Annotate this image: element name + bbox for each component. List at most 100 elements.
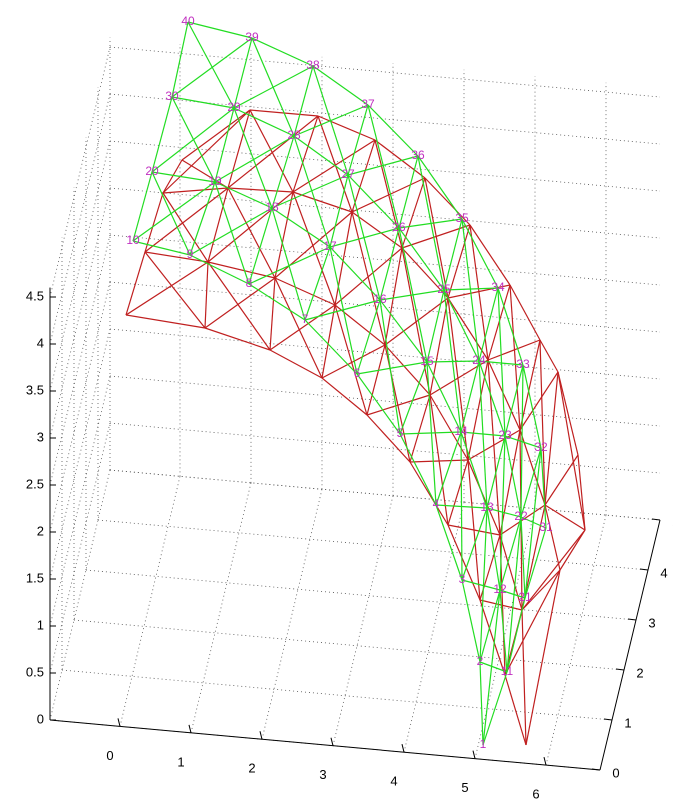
x-axis bbox=[49, 719, 601, 771]
node-label: 26 bbox=[392, 220, 406, 234]
red-member bbox=[467, 459, 481, 601]
red-member bbox=[519, 371, 559, 431]
grid-line bbox=[49, 422, 111, 674]
green-member bbox=[520, 447, 542, 518]
green-member bbox=[356, 361, 428, 375]
green-member bbox=[443, 218, 463, 291]
green-member bbox=[271, 174, 349, 209]
node-label: 38 bbox=[306, 58, 320, 72]
green-member bbox=[367, 104, 419, 157]
node-label: 6 bbox=[354, 366, 361, 380]
green-member bbox=[461, 218, 499, 289]
x-tick bbox=[472, 750, 476, 759]
node-label: 37 bbox=[361, 97, 375, 111]
red-member bbox=[424, 177, 471, 226]
red-member bbox=[409, 394, 431, 463]
red-member bbox=[204, 327, 271, 351]
node-label: 12 bbox=[493, 582, 507, 596]
green-member bbox=[214, 181, 273, 209]
grid-line bbox=[85, 569, 637, 621]
green-member bbox=[312, 65, 369, 106]
red-member bbox=[144, 192, 164, 253]
green-member bbox=[479, 507, 488, 663]
green-member bbox=[497, 287, 506, 437]
grid-line bbox=[474, 508, 536, 759]
node-label: 15 bbox=[420, 354, 434, 368]
green-member bbox=[460, 431, 488, 509]
green-member bbox=[486, 507, 522, 518]
x-tick bbox=[330, 737, 334, 746]
y-tick bbox=[627, 618, 637, 621]
red-member bbox=[499, 504, 546, 536]
green-member bbox=[461, 507, 488, 581]
green-member bbox=[304, 319, 358, 375]
red-member bbox=[509, 284, 521, 431]
green-member bbox=[482, 589, 501, 746]
x-tick-label: 4 bbox=[390, 774, 397, 789]
green-member bbox=[347, 174, 400, 229]
green-member bbox=[540, 447, 547, 529]
grid-line bbox=[49, 281, 111, 533]
green-member bbox=[151, 171, 216, 183]
red-member bbox=[227, 187, 294, 193]
node-label: 20 bbox=[145, 164, 159, 178]
green-member bbox=[356, 373, 401, 435]
grid-line bbox=[61, 669, 613, 721]
x-tick bbox=[401, 744, 405, 753]
grid-line bbox=[109, 469, 661, 521]
red-member bbox=[366, 394, 431, 416]
green-member bbox=[189, 181, 216, 256]
green-member bbox=[460, 360, 480, 433]
green-member bbox=[251, 37, 314, 67]
green-member bbox=[329, 174, 349, 248]
grid-line bbox=[332, 495, 394, 746]
green-member bbox=[478, 360, 524, 366]
red-member bbox=[521, 529, 586, 611]
green-member bbox=[329, 227, 400, 248]
red-member bbox=[334, 211, 353, 306]
green-member bbox=[171, 96, 235, 109]
red-member bbox=[429, 297, 449, 396]
green-member bbox=[367, 104, 400, 229]
green-member bbox=[443, 287, 499, 291]
node-label: 40 bbox=[181, 14, 195, 28]
grid-line bbox=[49, 187, 111, 439]
green-member bbox=[504, 435, 542, 449]
green-member bbox=[304, 299, 381, 321]
red-member bbox=[409, 461, 449, 526]
red-member bbox=[366, 344, 386, 416]
red-member bbox=[162, 192, 209, 263]
x-tick-label: 3 bbox=[319, 767, 326, 782]
red-member bbox=[334, 304, 386, 346]
node-label: 14 bbox=[454, 424, 468, 438]
red-member bbox=[424, 177, 449, 299]
green-member bbox=[151, 107, 235, 173]
green-member bbox=[399, 361, 428, 435]
green-member bbox=[398, 227, 445, 291]
grid-line bbox=[261, 489, 323, 740]
node-label: 30 bbox=[165, 89, 179, 103]
green-member bbox=[398, 218, 463, 229]
node-label: 18 bbox=[265, 200, 279, 214]
green-member bbox=[379, 299, 428, 363]
red-member bbox=[321, 344, 386, 379]
y-tick-label: 1 bbox=[624, 715, 631, 730]
node-label: 28 bbox=[287, 128, 301, 142]
grid-line bbox=[109, 234, 661, 286]
red-member bbox=[125, 251, 146, 316]
node-label: 31 bbox=[539, 520, 553, 534]
red-member bbox=[181, 159, 229, 189]
grid-line bbox=[190, 482, 252, 733]
grid-line bbox=[109, 328, 661, 380]
green-member bbox=[293, 135, 349, 176]
green-member bbox=[520, 516, 526, 599]
green-member bbox=[417, 155, 463, 220]
grid-line bbox=[403, 502, 465, 753]
z-tick-label: 1 bbox=[37, 617, 44, 632]
y-tick bbox=[651, 518, 661, 521]
red-member bbox=[321, 304, 336, 379]
green-member bbox=[271, 207, 306, 321]
node-label: 32 bbox=[534, 440, 548, 454]
grid-line bbox=[49, 234, 111, 486]
red-member bbox=[292, 191, 336, 306]
